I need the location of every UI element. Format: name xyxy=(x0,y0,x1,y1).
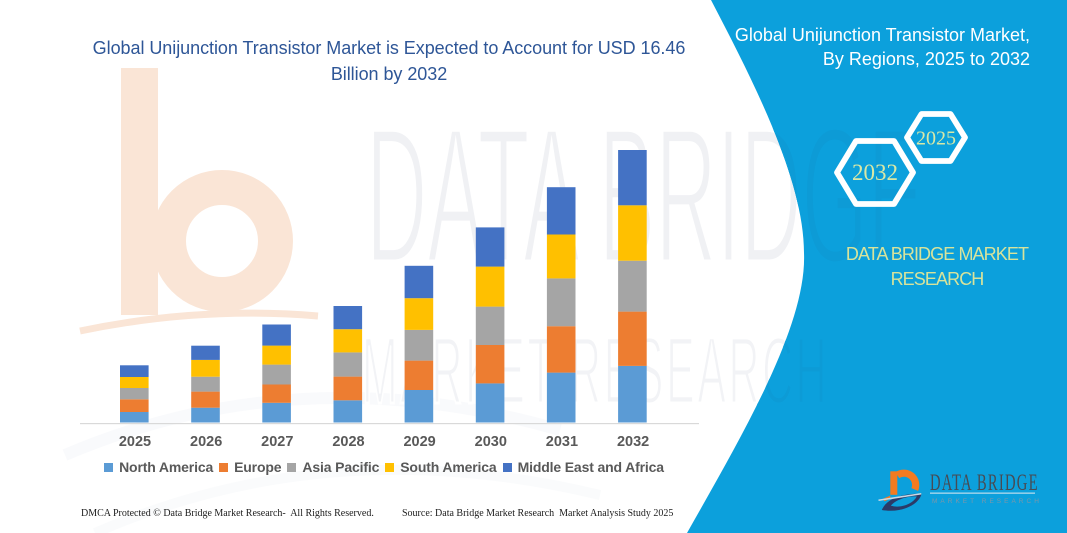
svg-text:2025: 2025 xyxy=(916,128,956,150)
svg-text:MARKET RESEARCH: MARKET RESEARCH xyxy=(932,498,1042,505)
svg-text:DATA BRIDGE: DATA BRIDGE xyxy=(930,471,1039,496)
svg-text:MARKET RESEARCH: MARKET RESEARCH xyxy=(362,317,829,424)
svg-text:2032: 2032 xyxy=(852,160,898,185)
